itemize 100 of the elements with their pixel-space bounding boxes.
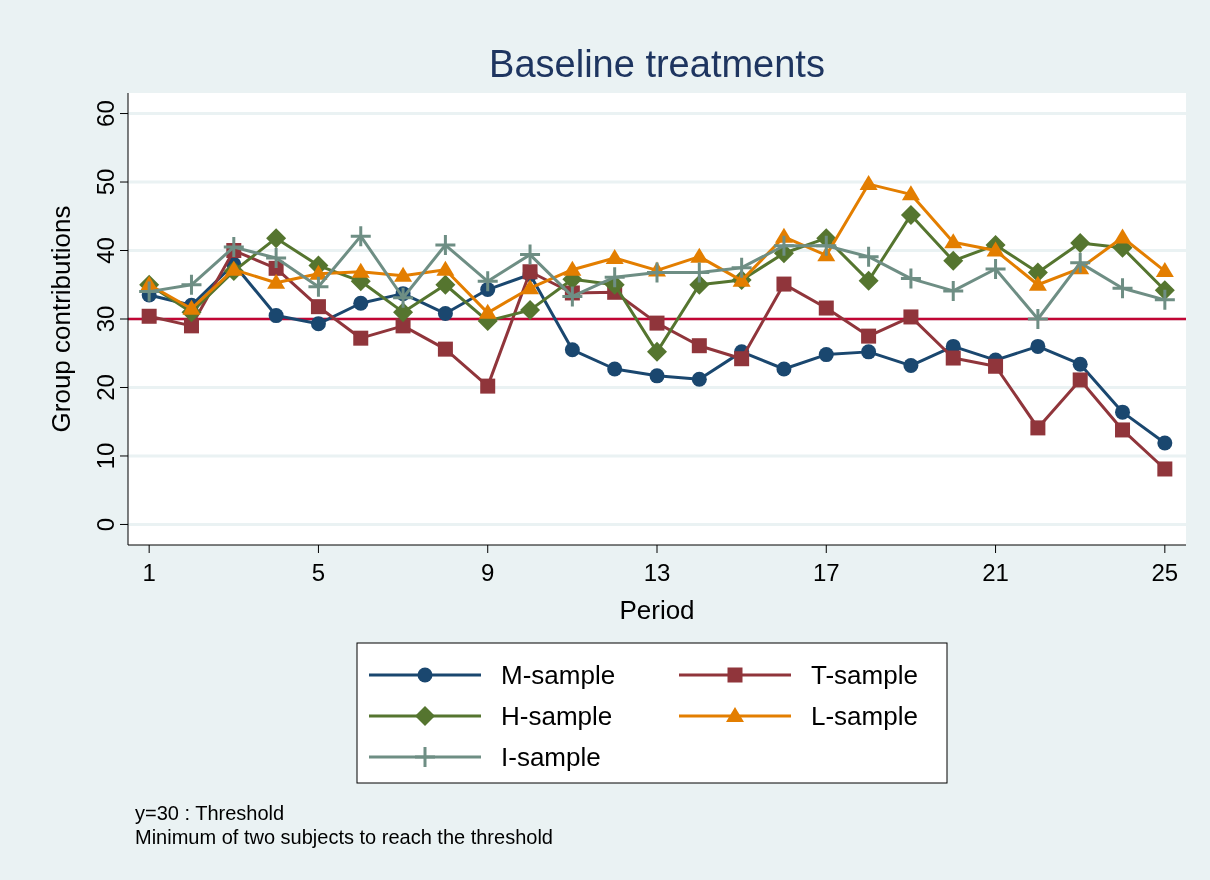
point bbox=[1068, 251, 1092, 275]
point bbox=[649, 368, 665, 384]
point bbox=[814, 234, 838, 258]
point bbox=[1072, 356, 1088, 372]
x-tick-label: 17 bbox=[812, 559, 840, 586]
y-tick-label: 60 bbox=[92, 100, 119, 127]
point bbox=[222, 235, 246, 259]
point bbox=[986, 241, 1005, 257]
point bbox=[1157, 461, 1173, 477]
text: Minimum of two subjects to reach the threshold bbox=[135, 826, 553, 848]
point bbox=[691, 338, 707, 354]
point bbox=[353, 330, 369, 346]
point bbox=[1026, 307, 1050, 331]
point bbox=[1111, 276, 1135, 300]
point bbox=[264, 246, 288, 270]
point bbox=[944, 233, 963, 249]
x-tick-label: 9 bbox=[481, 559, 495, 586]
point bbox=[858, 270, 879, 291]
y-tick-label: 50 bbox=[92, 168, 119, 196]
point bbox=[395, 318, 411, 334]
point bbox=[734, 351, 750, 367]
point bbox=[945, 350, 961, 366]
point bbox=[857, 245, 881, 269]
point bbox=[480, 378, 496, 394]
point bbox=[901, 185, 920, 201]
point bbox=[268, 308, 284, 324]
x-axis-title: Period bbox=[619, 595, 695, 625]
point bbox=[776, 361, 792, 377]
y-tick-label: 0 bbox=[92, 517, 119, 532]
legend-label: I-sample bbox=[501, 742, 601, 772]
point bbox=[521, 279, 540, 295]
point bbox=[689, 274, 710, 295]
point bbox=[436, 260, 455, 276]
point bbox=[310, 299, 326, 315]
point bbox=[183, 318, 199, 334]
point bbox=[690, 247, 709, 263]
point bbox=[394, 266, 413, 282]
point bbox=[1070, 232, 1091, 253]
point bbox=[861, 328, 877, 344]
point bbox=[988, 358, 1004, 374]
y-tick-label: 10 bbox=[92, 442, 119, 470]
y-tick-label: 30 bbox=[92, 305, 119, 333]
x-tick-label: 21 bbox=[982, 559, 1009, 586]
point bbox=[776, 276, 792, 292]
point bbox=[351, 262, 370, 278]
point bbox=[859, 175, 878, 191]
point bbox=[137, 280, 161, 304]
point bbox=[603, 265, 627, 289]
point bbox=[1115, 422, 1131, 438]
point bbox=[1155, 262, 1174, 278]
chart-title: Baseline treatments bbox=[489, 43, 825, 85]
point bbox=[900, 204, 921, 225]
point bbox=[943, 250, 964, 271]
point bbox=[818, 300, 834, 316]
point bbox=[433, 233, 457, 257]
point bbox=[393, 302, 414, 323]
legend-label: M-sample bbox=[501, 660, 616, 690]
point bbox=[605, 249, 624, 265]
point bbox=[772, 234, 796, 258]
point bbox=[691, 371, 707, 387]
point bbox=[476, 269, 500, 293]
point bbox=[437, 306, 453, 322]
x-tick-label: 13 bbox=[643, 559, 671, 586]
point bbox=[984, 257, 1008, 281]
point bbox=[349, 224, 373, 248]
point bbox=[730, 256, 754, 280]
y-tick-label: 20 bbox=[92, 374, 119, 401]
point bbox=[179, 273, 203, 297]
y-tick-label: 40 bbox=[92, 237, 119, 264]
legend-label: T-sample bbox=[811, 660, 918, 690]
point bbox=[607, 361, 623, 377]
point bbox=[1028, 275, 1047, 291]
point bbox=[1030, 338, 1046, 354]
legend-label: L-sample bbox=[811, 701, 918, 731]
point bbox=[478, 303, 497, 319]
x-tick-label: 1 bbox=[142, 559, 156, 586]
point bbox=[520, 300, 541, 321]
x-tick-label: 25 bbox=[1151, 559, 1179, 586]
y-axis-title: Group contributions bbox=[46, 205, 76, 433]
point bbox=[1153, 288, 1177, 312]
point bbox=[903, 358, 919, 374]
point bbox=[818, 347, 834, 363]
point bbox=[899, 267, 923, 291]
point bbox=[353, 295, 369, 311]
point bbox=[649, 315, 665, 331]
point bbox=[1027, 262, 1048, 283]
point bbox=[564, 342, 580, 358]
point bbox=[518, 243, 542, 267]
point bbox=[647, 341, 667, 362]
point bbox=[435, 274, 456, 295]
point bbox=[1115, 404, 1131, 420]
point bbox=[1113, 228, 1132, 244]
point bbox=[941, 279, 965, 303]
point bbox=[903, 309, 919, 325]
point bbox=[266, 228, 287, 249]
point bbox=[267, 273, 286, 289]
point bbox=[224, 260, 243, 276]
point bbox=[437, 341, 453, 357]
point bbox=[1072, 372, 1088, 388]
legend-label: H-sample bbox=[501, 701, 613, 731]
